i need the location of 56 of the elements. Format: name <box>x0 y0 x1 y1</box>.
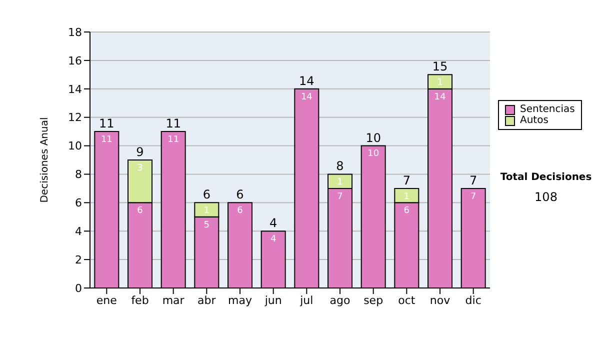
data-label: 4 <box>270 234 276 244</box>
total-label: 6 <box>202 188 210 202</box>
x-tick-label: feb <box>131 294 149 307</box>
data-label: 1 <box>337 178 343 188</box>
total-label: 15 <box>432 60 448 74</box>
y-tick-label: 0 <box>75 282 82 295</box>
x-tick-label: mar <box>162 294 185 307</box>
data-label: 7 <box>470 192 476 202</box>
data-label: 3 <box>137 163 143 174</box>
x-tick-label: nov <box>430 294 451 307</box>
data-label: 1 <box>437 78 443 88</box>
x-tick-label: may <box>228 294 252 307</box>
data-label: 11 <box>168 134 180 145</box>
data-label: 6 <box>404 206 410 216</box>
data-label: 10 <box>368 149 380 160</box>
y-tick-label: 6 <box>75 196 82 210</box>
total-label: 11 <box>166 116 181 131</box>
x-tick-label: oct <box>398 294 416 307</box>
legend-label: Sentencias <box>520 104 575 115</box>
data-label: 7 <box>337 192 343 202</box>
y-tick-label: 18 <box>68 26 82 39</box>
x-tick-label: jun <box>264 294 282 307</box>
legend-label: Autos <box>520 115 548 126</box>
y-tick-label: 4 <box>75 225 82 238</box>
data-label: 14 <box>434 92 446 102</box>
y-axis-title: Decisiones Anual <box>40 117 51 203</box>
data-label: 6 <box>137 206 144 216</box>
total-label: 14 <box>299 74 314 88</box>
y-tick-label: 12 <box>68 111 82 124</box>
y-tick-label: 16 <box>68 54 82 68</box>
x-tick-label: jul <box>299 294 314 307</box>
data-label: 1 <box>404 192 410 202</box>
data-label: 6 <box>237 206 244 216</box>
total-label: 7 <box>402 173 410 188</box>
data-label: 1 <box>204 206 210 216</box>
x-tick-label: ene <box>96 294 118 307</box>
total-label: 9 <box>136 145 144 159</box>
y-tick-label: 10 <box>68 140 82 153</box>
y-tick-label: 14 <box>68 82 82 96</box>
data-label: 14 <box>300 92 313 102</box>
total-label: 6 <box>236 188 244 202</box>
total-label: 11 <box>99 116 114 131</box>
y-tick-label: 8 <box>75 168 82 182</box>
total-label: 8 <box>336 159 344 174</box>
data-label: 11 <box>100 134 112 145</box>
y-tick-label: 2 <box>75 253 82 266</box>
data-label: 5 <box>204 220 210 230</box>
total-label: 7 <box>470 173 478 188</box>
x-tick-label: ago <box>330 294 350 307</box>
x-tick-label: sep <box>364 294 384 307</box>
text: 108 <box>534 190 558 204</box>
x-tick-label: abr <box>198 294 216 307</box>
total-label: 10 <box>366 130 381 145</box>
x-tick-label: dic <box>465 294 482 307</box>
text: Total Decisiones <box>499 172 593 183</box>
total-label: 4 <box>270 216 278 230</box>
